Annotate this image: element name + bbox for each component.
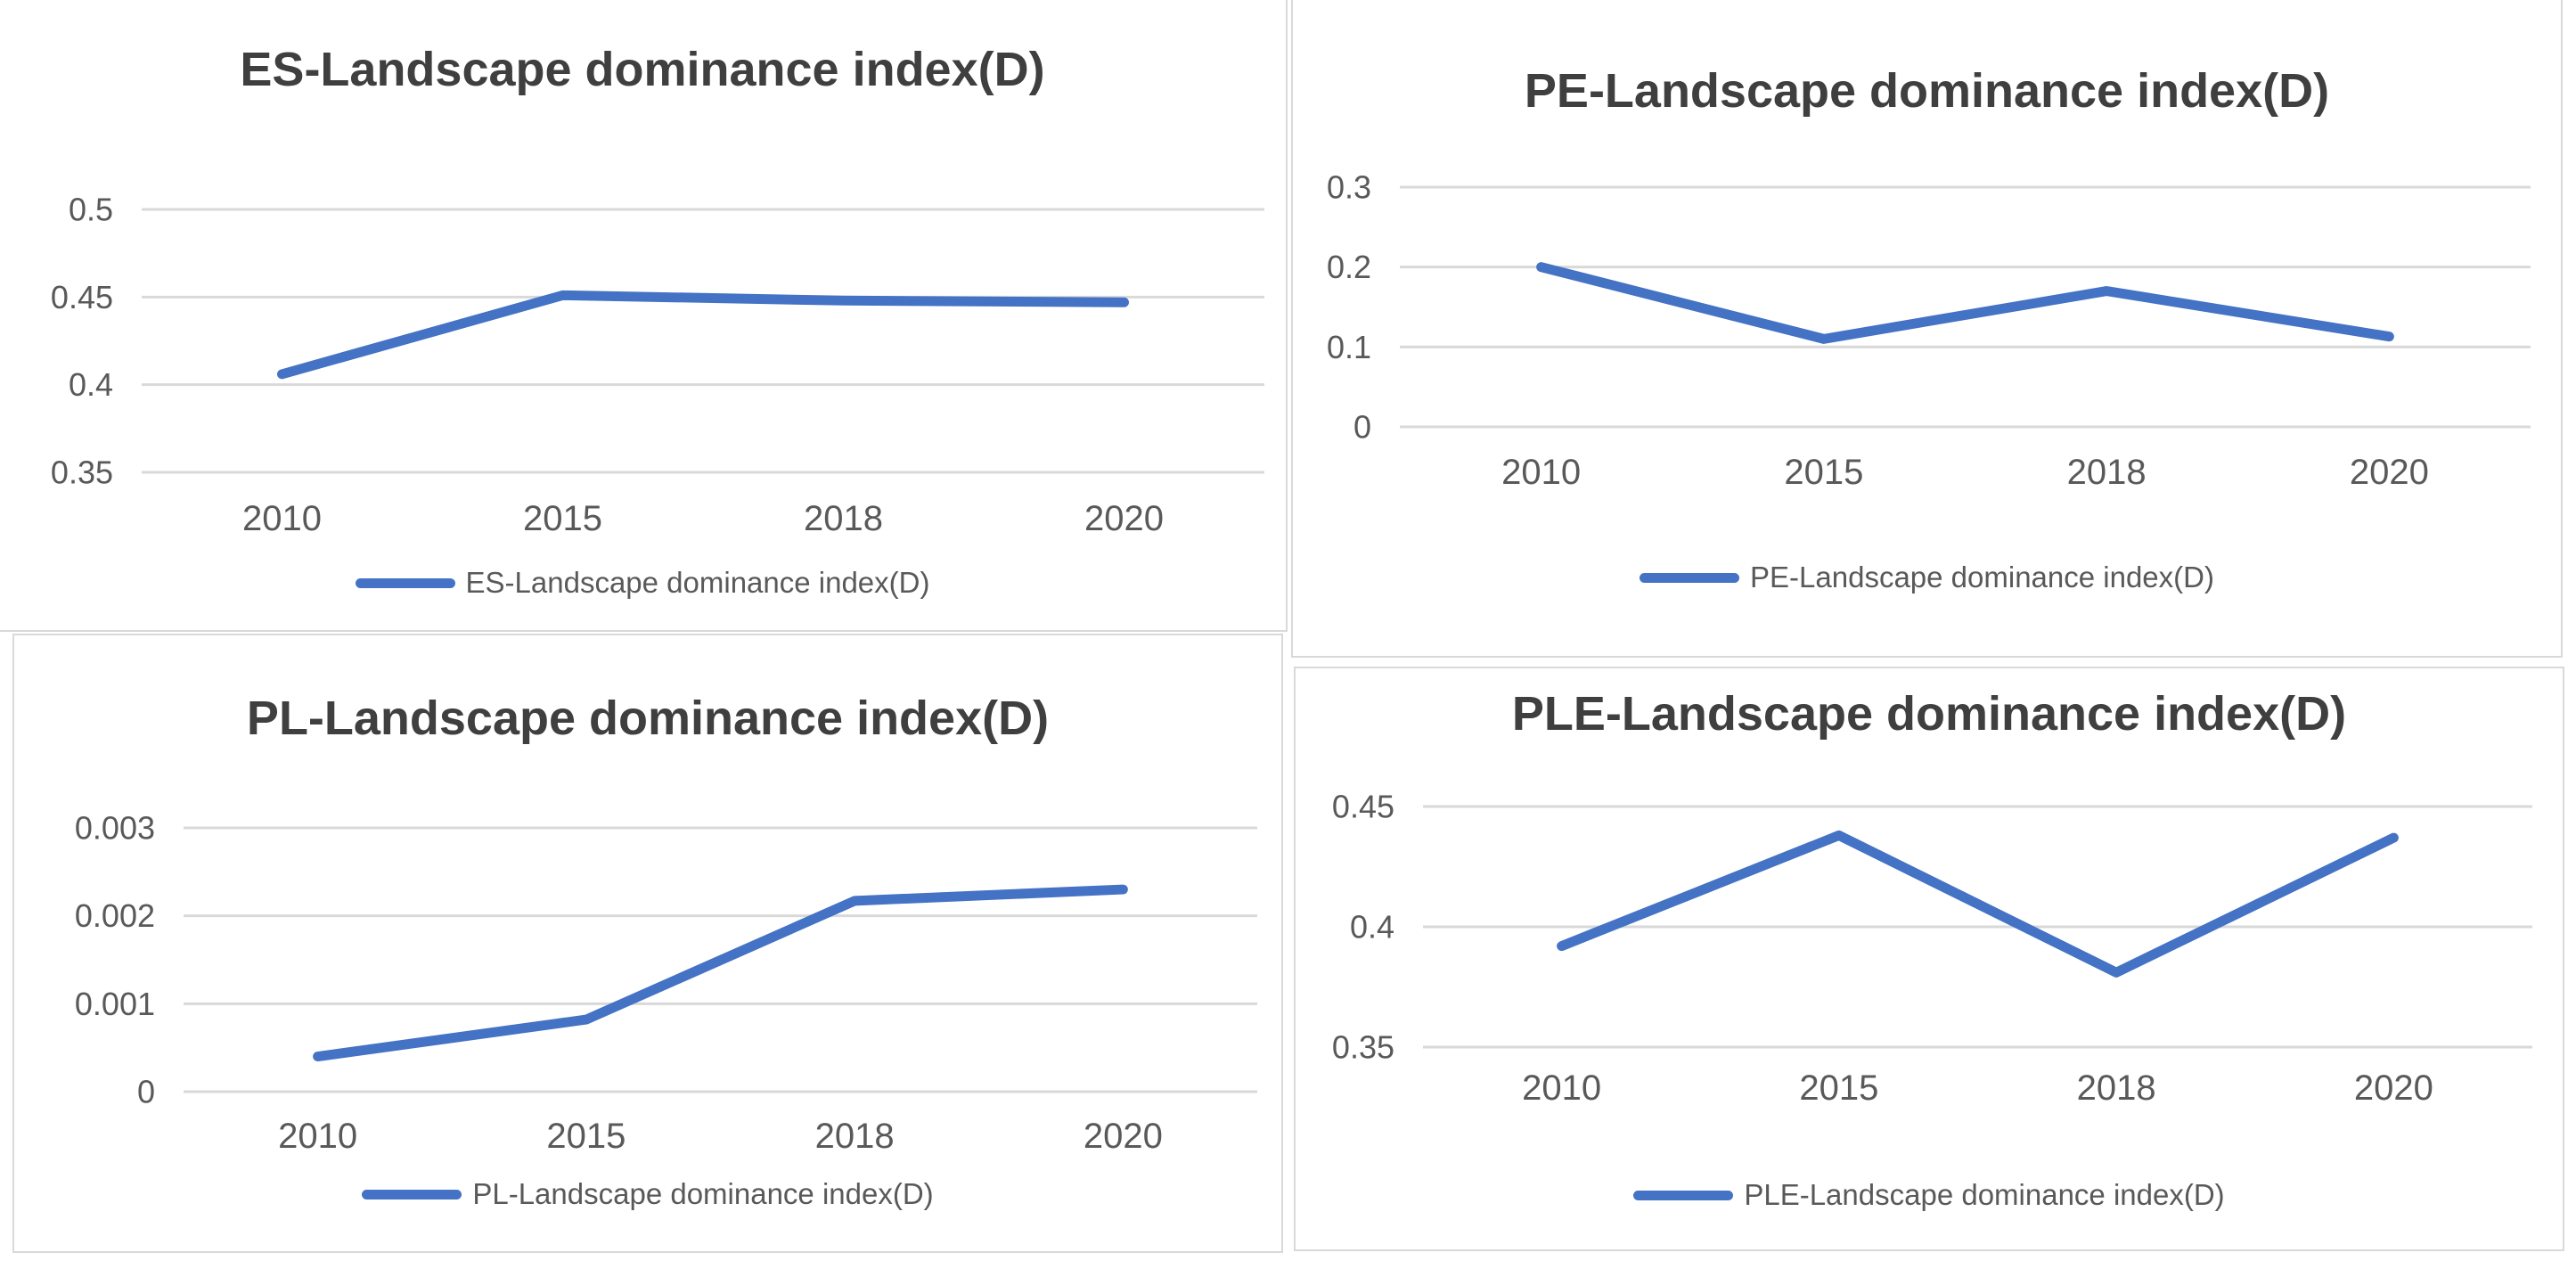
pl-y-tick-label: 0.001 [75,986,155,1022]
chart-panel-ple: 0.45 0.4 0.35 2010 2015 2018 2020 PLE-Landscap… [1294,667,2564,1251]
pl-x-tick-label: 2020 [1084,1117,1163,1156]
pl-legend: PL-Landscape dominance index(D) [14,1177,1281,1211]
ple-y-tick-label: 0.35 [1332,1029,1394,1066]
es-x-tick-label: 2020 [1084,499,1164,538]
pe-series-line [1536,262,2394,344]
ple-x-tick-label: 2010 [1522,1068,1601,1108]
es-series-line [277,290,1129,380]
pl-y-tick-label: 0 [137,1074,155,1110]
es-legend-label: ES-Landscape dominance index(D) [465,566,930,599]
pe-y-tick-label: 0 [1353,409,1371,446]
chart-panel-pl: 0.003 0.002 0.001 0 2010 2015 2018 2020 PL-Land… [12,634,1283,1253]
pl-x-tick-label: 2010 [278,1117,357,1156]
pl-y-tick-label: 0.003 [75,810,155,847]
ple-legend-line-swatch [1633,1190,1734,1200]
pl-legend-label: PL-Landscape dominance index(D) [472,1177,934,1210]
pe-legend-label: PE-Landscape dominance index(D) [1750,561,2214,594]
ple-legend: PLE-Landscape dominance index(D) [1296,1178,2563,1212]
ple-x-tick-label: 2018 [2077,1068,2156,1108]
pl-legend-line-swatch [362,1189,462,1199]
ple-chart-title: PLE-Landscape dominance index(D) [1511,687,2347,741]
es-x-tick-label: 2018 [804,499,883,538]
pe-x-tick-label: 2010 [1501,453,1581,492]
ple-x-tick-label: 2015 [1799,1068,1878,1108]
es-chart-title: ES-Landscape dominance index(D) [240,43,1045,96]
ple-y-tick-label: 0.4 [1350,909,1394,946]
es-legend-line-swatch [355,577,455,588]
pe-y-tick-label: 0.3 [1327,169,1371,206]
es-x-tick-label: 2010 [242,499,322,538]
pe-x-tick-label: 2015 [1784,453,1863,492]
ple-plot-area: 0.45 0.4 0.35 2010 2015 2018 2020 [1332,789,2532,1108]
pl-y-tick-label: 0.002 [75,897,155,934]
pl-x-tick-label: 2018 [815,1117,895,1156]
es-y-tick-label: 0.45 [51,279,113,315]
es-y-tick-label: 0.4 [69,366,113,403]
ple-x-tick-label: 2020 [2354,1068,2433,1108]
pl-x-tick-label: 2015 [546,1117,626,1156]
es-plot-area: 0.5 0.45 0.4 0.35 2010 2015 2018 2020 [51,192,1264,538]
es-legend: ES-Landscape dominance index(D) [0,566,1286,600]
pe-plot-area: 0.3 0.2 0.1 0 2010 2015 2018 2020 [1327,169,2531,492]
pe-x-tick-label: 2018 [2067,453,2147,492]
pe-y-tick-label: 0.2 [1327,249,1371,285]
pe-legend-line-swatch [1640,572,1740,583]
pe-y-tick-label: 0.1 [1327,329,1371,365]
pe-chart-title: PE-Landscape dominance index(D) [1524,64,2330,118]
chart-panel-es: 0.5 0.45 0.4 0.35 2010 2015 2018 2020 ES-Landsc… [0,0,1288,632]
ple-y-tick-label: 0.45 [1332,789,1394,825]
pe-x-tick-label: 2020 [2350,453,2429,492]
pe-legend: PE-Landscape dominance index(D) [1293,561,2561,594]
pl-chart-title: PL-Landscape dominance index(D) [246,692,1050,745]
ple-legend-label: PLE-Landscape dominance index(D) [1744,1178,2225,1211]
es-y-tick-label: 0.5 [69,192,113,228]
es-x-tick-label: 2015 [523,499,602,538]
es-y-tick-label: 0.35 [51,454,113,491]
pl-series-line [313,884,1128,1062]
pl-plot-area: 0.003 0.002 0.001 0 2010 2015 2018 2020 [75,810,1257,1156]
chart-panel-pe: 0.3 0.2 0.1 0 2010 2015 2018 2020 PE-Landscape … [1291,0,2563,658]
ple-series-line [1557,830,2399,978]
